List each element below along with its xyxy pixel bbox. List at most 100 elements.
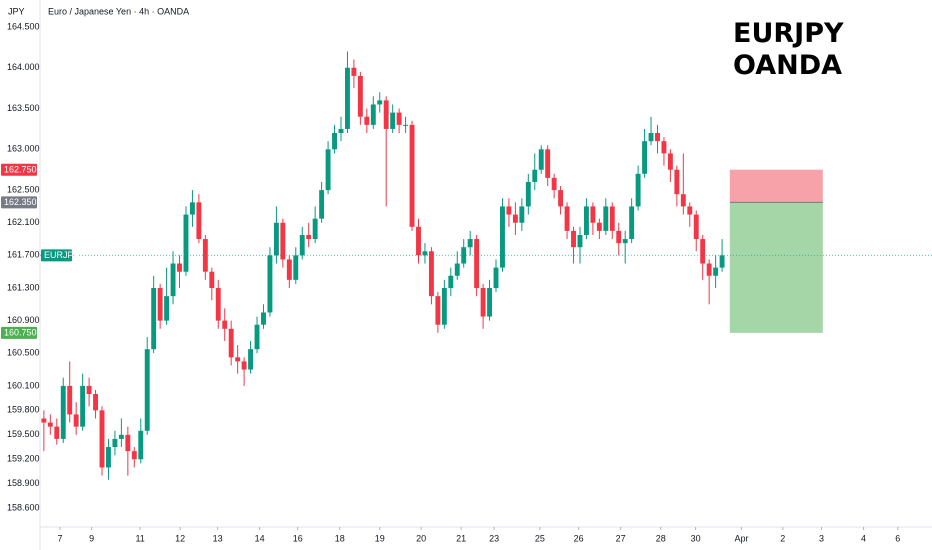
candle-body	[532, 169, 538, 182]
candle-body	[377, 100, 383, 105]
candle-body	[693, 214, 699, 240]
candle-body	[642, 141, 648, 174]
price-badge-label: 160.750	[4, 328, 37, 338]
x-tick-label: 20	[416, 533, 426, 543]
candle-body	[422, 251, 428, 256]
x-tick-label: 26	[574, 533, 584, 543]
candle-body	[364, 116, 370, 125]
x-tick-label: 28	[656, 533, 666, 543]
price-badge	[1, 196, 37, 209]
candle-body	[622, 239, 628, 244]
candle-body	[164, 296, 170, 321]
candle-body	[144, 349, 150, 431]
candle-body	[454, 263, 460, 276]
y-tick-label: 159.200	[7, 454, 40, 464]
candle-body	[106, 447, 111, 468]
candle-body	[209, 271, 215, 288]
candle-body	[700, 239, 706, 264]
x-tick-label: 13	[213, 533, 223, 543]
price-badge	[1, 326, 37, 339]
candle-body	[609, 206, 615, 231]
candle-body	[280, 222, 286, 260]
candle-body	[571, 230, 576, 248]
candle-body	[131, 451, 137, 460]
candle-body	[558, 190, 564, 207]
candle-body	[519, 206, 525, 223]
candle-body	[93, 394, 99, 411]
x-tick-label: 30	[691, 533, 701, 543]
candle-body	[112, 438, 118, 448]
x-tick-label: 18	[335, 533, 345, 543]
candle-body	[493, 267, 499, 288]
x-tick-label: Apr	[734, 533, 748, 543]
candle-body	[357, 75, 363, 117]
candle-body	[467, 239, 473, 248]
candle-body	[719, 255, 725, 268]
candle-body	[655, 133, 660, 142]
candle-body	[635, 173, 641, 207]
symbol-badge	[41, 249, 72, 262]
x-tick-label: 4	[861, 533, 866, 543]
candle-body	[299, 234, 305, 256]
candle-body	[577, 234, 583, 248]
price-badge-label: 162.750	[4, 165, 37, 175]
candle-body	[73, 414, 79, 427]
y-tick-label: 161.700	[7, 250, 40, 260]
candle-body	[170, 263, 176, 297]
candle-body	[713, 267, 719, 276]
x-tick-label: 7	[58, 533, 63, 543]
candle-body	[118, 434, 124, 439]
candle-body	[157, 287, 163, 321]
x-tick-label: 11	[135, 533, 144, 543]
candle-body	[383, 100, 389, 129]
candle-body	[67, 385, 73, 415]
candle-body	[293, 255, 299, 280]
candle-body	[60, 385, 66, 439]
candle-body	[525, 181, 531, 207]
candle-body	[189, 202, 195, 215]
candle-body	[545, 149, 551, 178]
candle-body	[338, 128, 344, 134]
candle-body	[435, 296, 441, 325]
x-tick-label: 12	[175, 533, 185, 543]
candle-body	[538, 149, 544, 170]
candle-body	[248, 349, 254, 370]
y-tick-label: 160.500	[7, 348, 40, 358]
candle-body	[500, 206, 505, 268]
watermark: EURJPY	[733, 18, 844, 49]
candle-body	[183, 214, 189, 272]
candle-body	[590, 206, 596, 223]
candle-body	[396, 112, 402, 125]
candle-body	[596, 222, 602, 231]
symbol-badge-label: EURJPY	[44, 250, 80, 260]
candle-body	[202, 239, 208, 272]
candle-body	[512, 214, 518, 223]
candle-body	[215, 287, 221, 321]
candle-body	[564, 206, 570, 231]
candle-body	[441, 287, 447, 325]
candle-body	[54, 426, 60, 439]
candle-body	[99, 410, 105, 468]
candle-body	[603, 206, 609, 231]
candle-body	[474, 239, 480, 288]
x-tick-label: 23	[489, 533, 499, 543]
price-badge	[1, 163, 37, 176]
candle-body	[267, 255, 273, 313]
y-tick-label: 162.100	[7, 217, 40, 227]
candle-body	[177, 263, 182, 272]
candle-body	[80, 385, 86, 427]
candle-body	[41, 418, 47, 423]
y-tick-label: 162.500	[7, 184, 40, 194]
candle-body	[222, 320, 228, 329]
candle-body	[138, 430, 144, 460]
y-tick-label: 163.000	[7, 144, 40, 154]
x-tick-label: 21	[456, 533, 466, 543]
candle-body	[196, 202, 202, 240]
candle-body	[616, 230, 622, 244]
candle-body	[409, 124, 415, 227]
candle-body	[125, 434, 131, 452]
candle-body	[448, 275, 454, 288]
x-tick-label: 25	[535, 533, 545, 543]
axis-label: JPY	[8, 6, 25, 16]
